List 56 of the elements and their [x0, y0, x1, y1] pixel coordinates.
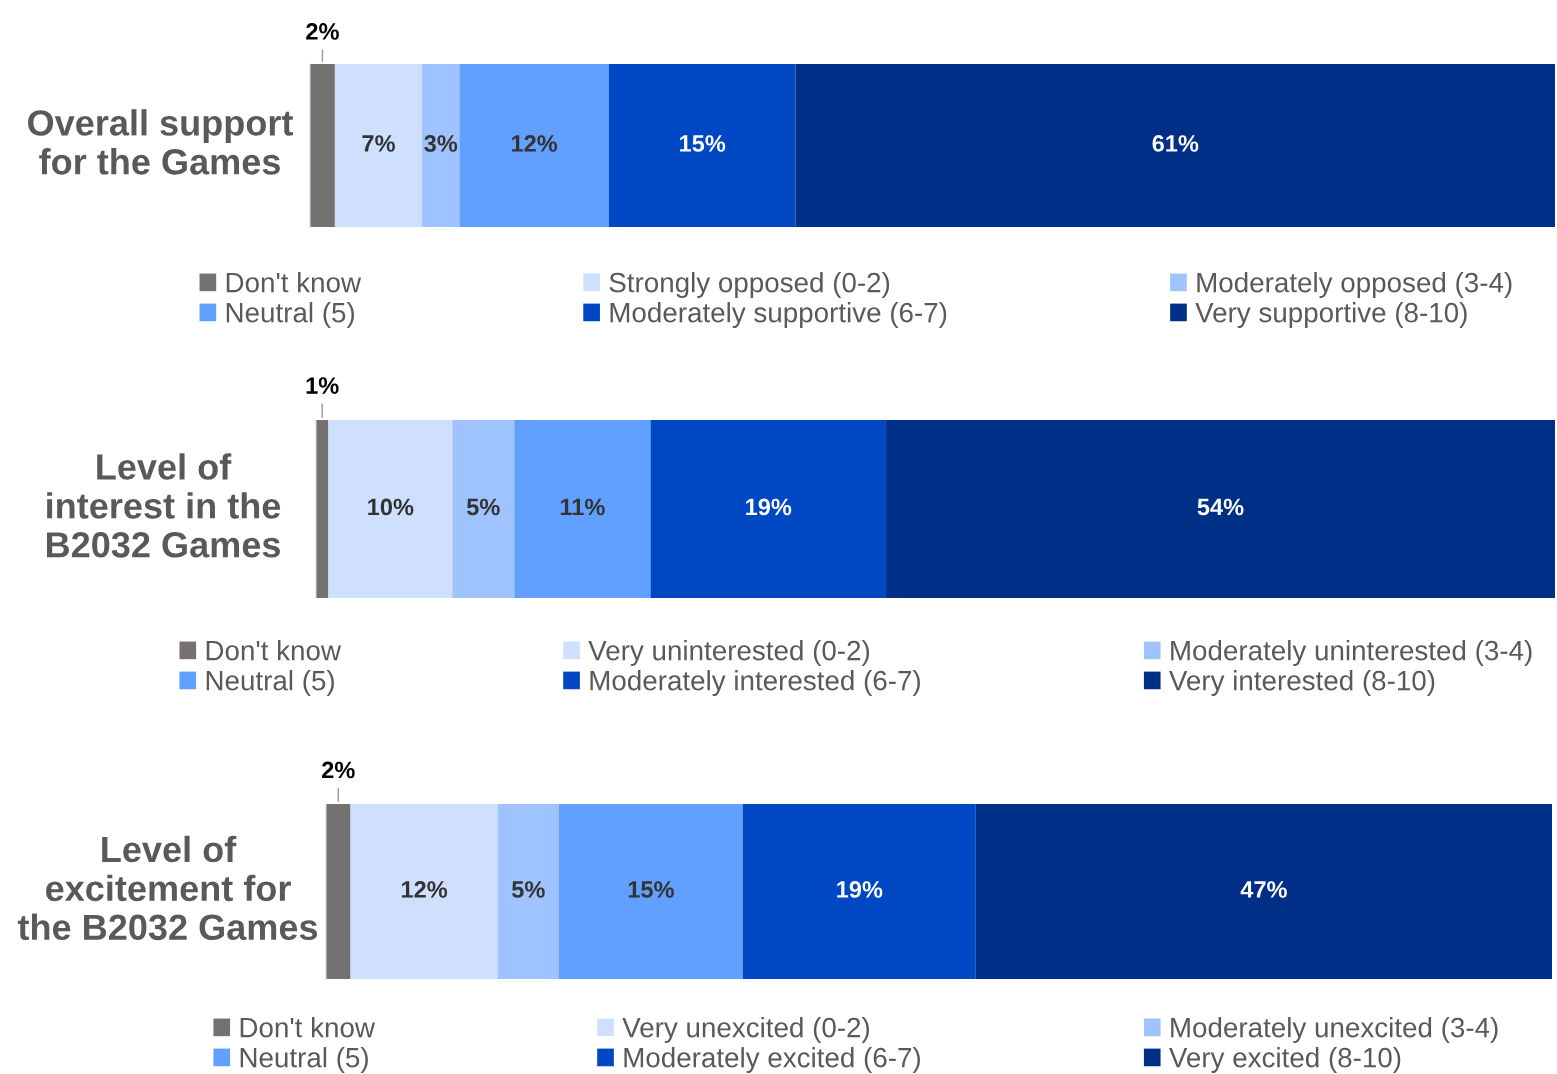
legend-label: Strongly opposed (0-2)	[609, 272, 890, 298]
data-label: 10%	[368, 498, 414, 516]
data-label: 61%	[1152, 135, 1199, 152]
bar	[452, 420, 515, 598]
legend-label: Very uninterested (0-2)	[588, 640, 870, 666]
data-label: 5%	[466, 498, 500, 516]
y-tick-label: Overall support for the Games	[28, 109, 294, 175]
data-label: 2%	[322, 761, 355, 779]
y-tick-label: Level of excitement for the B2032 Games	[17, 835, 318, 941]
legend-label: Moderately excited (6-7)	[624, 1047, 920, 1073]
data-label: 3%	[424, 135, 458, 152]
legend-label: Very unexcited (0-2)	[622, 1017, 870, 1043]
bar	[326, 804, 351, 979]
data-label: 15%	[628, 881, 674, 898]
bar	[459, 64, 609, 227]
legend-label: Don't know	[226, 272, 362, 293]
data-label: 12%	[401, 881, 448, 898]
bar	[334, 64, 423, 227]
data-label: 15%	[680, 135, 726, 152]
y-tick-label: Level of interest in the B2032 Games	[46, 453, 281, 558]
legend-label: Neutral (5)	[240, 1047, 368, 1073]
data-label: 7%	[362, 135, 395, 152]
bar	[558, 804, 743, 979]
bar	[350, 804, 498, 979]
legend-label: Don't know	[240, 1017, 376, 1038]
data-label: 2%	[306, 23, 339, 40]
bar	[310, 64, 335, 227]
data-label: 5%	[511, 881, 545, 898]
data-label: 12%	[511, 135, 558, 152]
bar	[608, 64, 796, 227]
bar	[795, 64, 1555, 227]
data-label: 11%	[560, 498, 605, 516]
legend-label: Very interested (8-10)	[1169, 670, 1435, 696]
legend-label: Don't know	[206, 640, 342, 661]
legend-label: Moderately unexcited (3-4)	[1171, 1017, 1498, 1043]
legend-label: Neutral (5)	[226, 302, 355, 328]
data-label: 19%	[837, 881, 883, 898]
data-label: 54%	[1197, 498, 1244, 516]
legend-label: Moderately uninterested (3-4)	[1171, 640, 1532, 666]
bar	[514, 420, 651, 598]
legend-label: Very supportive (8-10)	[1195, 302, 1467, 328]
legend-label: Moderately interested (6-7)	[590, 670, 920, 696]
legend-label: Very excited (8-10)	[1169, 1047, 1401, 1073]
bar	[497, 804, 559, 979]
data-label: 1%	[306, 377, 339, 394]
legend-label: Moderately opposed (3-4)	[1197, 272, 1512, 298]
bar	[328, 420, 453, 598]
legend-label: Moderately supportive (6-7)	[610, 302, 947, 328]
bar	[742, 804, 976, 979]
legend-label: Neutral (5)	[206, 670, 334, 696]
bar	[422, 64, 460, 227]
data-label: 47%	[1240, 881, 1287, 898]
bar	[885, 420, 1555, 598]
bar	[975, 804, 1552, 979]
data-label: 19%	[746, 498, 792, 516]
bar	[650, 420, 886, 598]
